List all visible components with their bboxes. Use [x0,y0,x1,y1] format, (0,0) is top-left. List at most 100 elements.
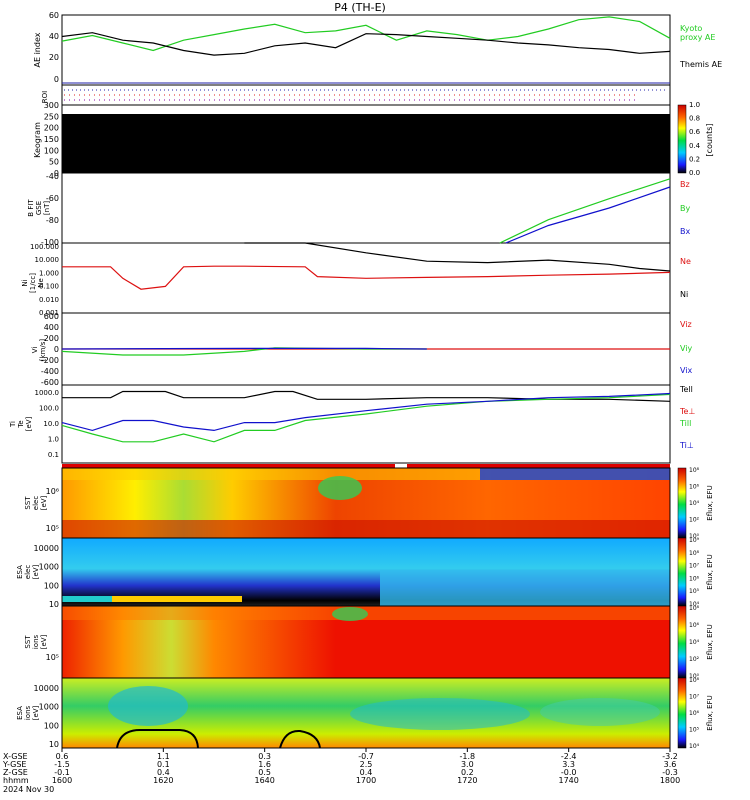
footer-hhmm-value: 1700 [356,776,376,785]
footer-z-gse-value: 0.5 [258,768,271,777]
sst-ions-ylabel2: ions [32,634,40,649]
footer-y-gse-value: 3.6 [664,760,677,769]
sst-elec-cbar-tick: 10² [689,517,700,524]
esa-ions-tick: 100 [44,721,59,730]
footer-y-gse-value: 2.5 [360,760,373,769]
density-tick: 0.100 [39,283,59,291]
esa-ions-cbar-tick: 10⁷ [689,694,700,701]
esa-ions-tick: 1000 [39,703,59,712]
footer-label-date: 2024 Nov 30 [3,785,54,794]
sst-elec-tick-1e6: 10⁶ [46,487,59,496]
bfield-series-bx [505,186,671,244]
keogram-image [62,114,670,173]
esa-ions-patch-3 [540,698,660,726]
bfield-series-by [499,178,671,244]
esa-elec-cbar-tick: 10⁴ [689,601,700,608]
ae-tick-60: 60 [49,11,59,20]
sst-ions-cbar-label: Eflux, EFU [706,624,714,659]
keogram-ylabel: Keogram [33,122,42,158]
sst-ions-ylabel: SST [24,635,32,649]
temp-legend-teperp: Te⊥ [679,407,695,416]
footer-x-gse-value: -1.8 [460,752,476,761]
footer-hhmm-value: 1600 [52,776,72,785]
sst-elec-cbar-tick: 10⁸ [689,467,700,474]
sst-elec-ylabel: SST [24,496,32,510]
esa-elec-cbar-tick: 10⁶ [689,575,700,582]
density-tick: 1.000 [39,269,59,277]
sst-elec-cbar-tick: 10⁴ [689,500,700,507]
sst-ions-cbar-tick: 10² [689,656,700,663]
density-panel: Ni [1/cc] Ne 0.001 0.010 0.100 1.000 10.000 1… [21,242,691,317]
chart-title: P4 (TH-E) [334,1,386,14]
velocity-panel: Vi [km/s] -600 -400 -200 0 200 400 600 Viz Viy… [31,312,693,387]
temp-tick: 1.0 [48,436,59,444]
density-ylabel: Ni [21,279,29,286]
temp-panel: Ti Te [eV] 0.1 1.0 10.0 100.0 1000.0 Tell Te… [9,385,695,459]
sst-ions-cbar-tick: 10⁴ [689,639,700,646]
temp-tick: 1000.0 [35,389,60,397]
esa-ions-ylabel2: ions [24,705,32,720]
ae-series-themis-ae [61,32,671,56]
footer-z-gse-value: 0.4 [360,768,373,777]
esa-elec-cbar-label: Eflux, EFU [706,554,714,589]
footer-x-gse-value: 0.6 [56,752,69,761]
velocity-ylabel2: [km/s] [39,339,47,362]
ae-legend-proxy: proxy AE [680,33,715,42]
footer-label-xgse: X-GSE [3,752,28,761]
sst-elec-blue-band [480,468,670,480]
esa-elec-ylabel2: elec [24,565,32,580]
temp-legend-tell: Tell [679,385,693,394]
keogram-cbar-tick: 0.4 [689,142,701,150]
velocity-tick: 600 [44,312,59,321]
footer-z-gse-value: -0.0 [561,768,577,777]
sst-ions-cbar-tick: 10⁶ [689,622,700,629]
sst-elec-panel: SST elec [eV] 10⁵ 10⁶ 10⁰ 10² 10⁴ 10⁶ 10⁸ Ef… [24,467,714,540]
footer-x-gse-value: 1.1 [157,752,170,761]
sst-elec-colorbar [677,467,687,539]
temp-series-ti- [61,392,671,432]
footer-y-gse-value: 3.0 [461,760,474,769]
keogram-panel: Keogram 0 50 100 150 200 250 300 0.0 0.2 0.4 0.6 0… [33,101,714,178]
esa-ions-black-curve-2 [279,729,321,749]
bfield-tick: -100 [41,238,59,247]
density-ylabel2: [1/cc] [29,273,37,293]
sst-ions-colorbar [677,605,687,679]
esa-ions-ylabel: ESA [16,706,24,720]
density-series-ne [62,265,671,290]
esa-elec-low-band-cyan [62,596,112,602]
velocity-ylabel: Vi [31,347,39,354]
sst-elec-cbar-tick: 10⁶ [689,484,700,491]
esa-ions-cbar-label: Eflux, EFU [706,695,714,730]
temp-ylabel: Ti [9,421,17,428]
footer-y-gse-value: 0.1 [157,760,170,769]
footer-hhmm-value: 1800 [660,776,680,785]
esa-elec-low-band [62,596,242,602]
temp-ylabel3: [eV] [25,416,33,431]
velocity-tick: -600 [41,378,59,387]
roi-ylabel: ROI [41,91,49,103]
footer-label-zgse: Z-GSE [3,768,28,777]
bfield-legend-by: By [680,204,690,213]
sst-ions-panel: SST ions [eV] 10⁵ 10⁰ 10² 10⁴ 10⁶ 10⁸ Eflux,… [24,605,714,680]
sst-elec-ylabel3: [eV] [40,495,48,510]
footer-x-gse-value: -3.2 [662,752,678,761]
velocity-series-vix [61,347,427,350]
sst-elec-ylabel2: elec [32,496,40,511]
bfield-ylabel2: GSE [35,201,43,215]
density-tick: 0.001 [39,309,59,317]
velocity-legend-viy: Viy [680,344,693,353]
footer-hhmm-value: 1640 [254,776,274,785]
sst-elec-tick-1e5: 10⁵ [46,524,59,533]
sst-elec-cbar-label: Eflux, EFU [706,485,714,520]
temp-legend-till: Till [679,419,691,428]
esa-elec-colorbar [677,537,687,607]
sst-ions-ylabel3: [eV] [40,634,48,649]
esa-elec-right-region [380,570,670,606]
velocity-tick: 400 [44,323,59,332]
velocity-legend-vix: Vix [680,366,693,375]
panel-roi-frame [61,84,671,106]
footer-z-gse-value: -0.1 [54,768,70,777]
esa-elec-cbar-tick: 10⁷ [689,563,700,570]
keogram-tick: 150 [44,135,59,144]
